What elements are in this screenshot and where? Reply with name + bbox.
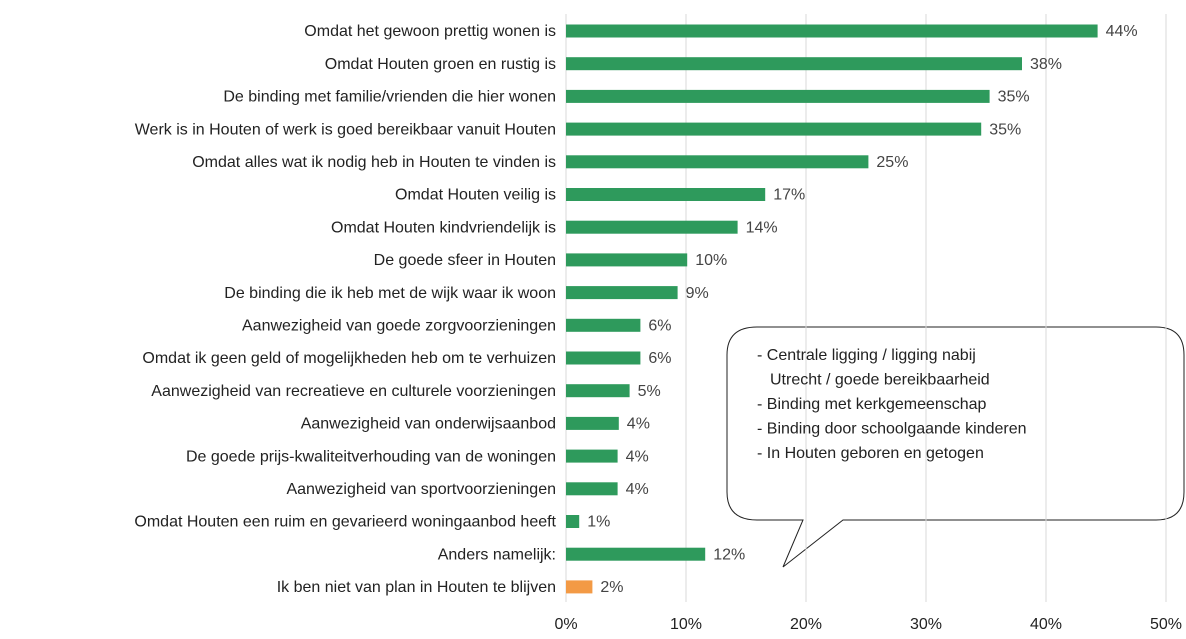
category-label: Aanwezigheid van recreatieve en culturel… [151,383,556,400]
category-label: Aanwezigheid van onderwijsaanbod [301,416,556,433]
x-tick-label: 30% [910,616,942,633]
category-label: Anders namelijk: [438,546,556,563]
value-label: 44% [1106,23,1138,40]
value-label: 5% [638,383,661,400]
bar [566,449,618,463]
callout-text: - Centrale ligging / ligging nabij [757,347,976,364]
category-label: Omdat Houten kindvriendelijk is [331,219,556,236]
category-label: Aanwezigheid van goede zorgvoorzieningen [242,318,556,335]
x-tick-label: 10% [670,616,702,633]
value-label: 4% [626,448,649,465]
value-label: 10% [695,252,727,269]
value-label: 1% [587,514,610,531]
bar [566,384,630,398]
category-label: De goede prijs-kwaliteitverhouding van d… [186,448,556,465]
bar [566,89,990,103]
x-tick-label: 0% [554,616,577,633]
callout [726,326,1185,568]
category-label: Werk is in Houten of werk is goed bereik… [135,121,556,138]
category-label: Omdat Houten een ruim en gevarieerd woni… [134,514,556,531]
bar [566,318,641,332]
callout-text: - Binding met kerkgemeenschap [757,396,987,413]
category-label: Omdat alles wat ik nodig heb in Houten t… [192,154,556,171]
value-label: 35% [989,121,1021,138]
value-label: 14% [746,219,778,236]
category-label: De goede sfeer in Houten [374,252,556,269]
bar [566,351,641,365]
bar [566,122,982,136]
bar [566,24,1098,38]
category-label: Omdat Houten groen en rustig is [325,56,556,73]
value-label: 38% [1030,56,1062,73]
value-label: 35% [998,89,1030,106]
callout-text: Utrecht / goede bereikbaarheid [770,372,990,389]
value-label: 4% [627,416,650,433]
value-label: 9% [686,285,709,302]
category-label: Aanwezigheid van sportvoorzieningen [286,481,556,498]
x-tick-label: 50% [1150,616,1182,633]
value-label: 12% [713,546,745,563]
bar [566,220,738,234]
bar [566,482,618,496]
value-label: 25% [876,154,908,171]
bar [566,286,678,300]
category-label: Ik ben niet van plan in Houten te blijve… [277,579,556,596]
value-label: 6% [648,318,671,335]
category-label: Omdat het gewoon prettig wonen is [304,23,556,40]
bar [566,188,766,201]
value-label: 17% [773,187,805,204]
bar [566,580,593,594]
category-label: De binding met familie/vrienden die hier… [223,89,556,106]
bar [566,515,580,528]
x-tick-label: 40% [1030,616,1062,633]
category-label: Omdat ik geen geld of mogelijkheden heb … [142,350,556,367]
category-label: De binding die ik heb met de wijk waar i… [224,285,556,302]
callout-text: - Binding door schoolgaande kinderen [757,421,1027,438]
bar [566,416,619,430]
value-label: 6% [648,350,671,367]
bar [566,253,688,267]
category-label: Omdat Houten veilig is [395,187,556,204]
bar [566,57,1022,71]
x-tick-label: 20% [790,616,822,633]
bar [566,547,706,561]
value-label: 4% [626,481,649,498]
value-label: 2% [600,579,623,596]
callout-text: - In Houten geboren en getogen [757,445,984,462]
bar [566,155,869,169]
